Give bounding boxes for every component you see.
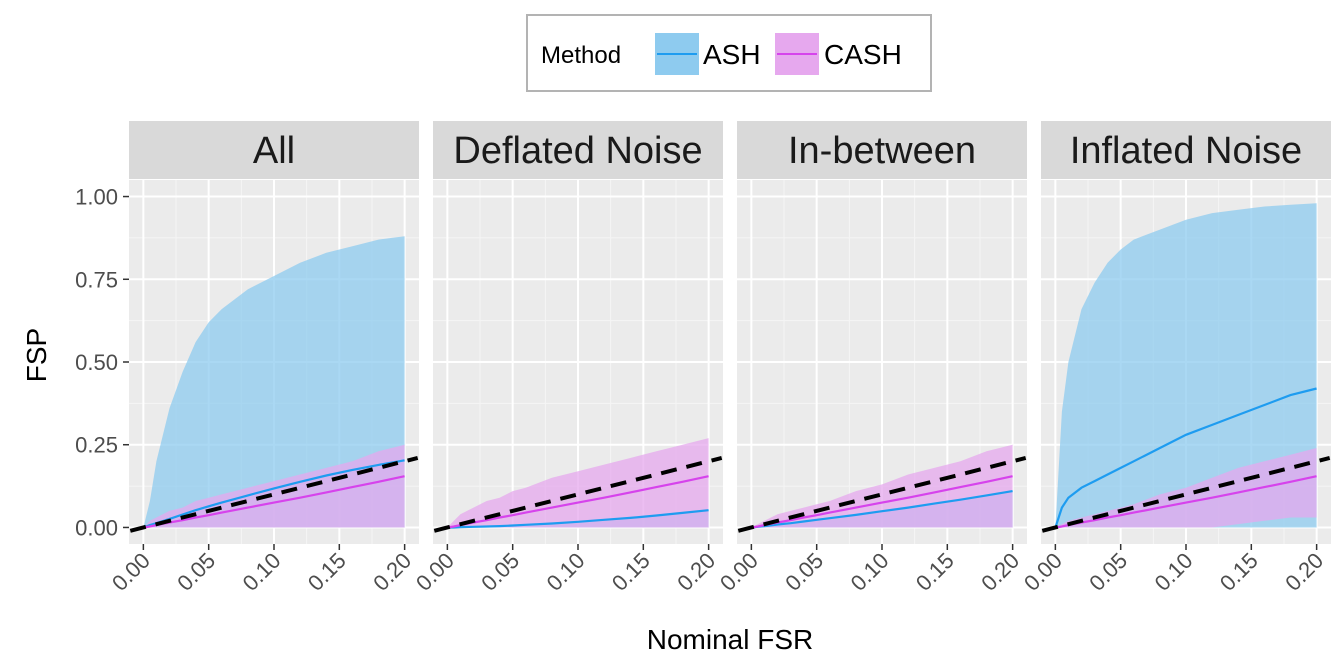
x-tick-label: 0.10 [542,548,590,596]
y-tick-label: 0.00 [75,515,118,540]
line-ash [1054,387,1317,528]
legend-title: Method [541,42,621,69]
x-tick-label: 0.20 [672,548,720,596]
panel-all: All 0.00 0.05 0.10 0.15 0.20 [107,121,419,596]
y-axis-title: FSP [21,328,52,382]
x-tick-label: 0.15 [1215,548,1263,596]
x-tick-label: 0.00 [411,548,459,596]
panel-content [1041,203,1331,533]
legend-label-ash: ASH [703,39,761,70]
x-tick-label: 0.10 [846,548,894,596]
line-ash [751,490,1013,529]
x-tick-label: 0.00 [1019,548,1067,596]
panel-content [129,236,419,533]
facet-strip [1041,121,1331,179]
facet-label: All [253,130,295,172]
x-tick-label: 0.20 [1280,548,1328,596]
facet-strip [433,121,723,179]
ribbon-cash [1055,448,1317,528]
x-tick-label: 0.05 [1084,548,1132,596]
facet-panels: All 0.00 0.05 0.10 0.15 0.20 Deflated Noise 0.0… [107,121,1331,596]
legend-box [526,14,932,92]
panel-content [433,438,723,533]
legend-label-cash: CASH [824,39,902,70]
ribbon-cash [751,444,1013,528]
y-tick-label: 0.50 [75,350,118,375]
line-ash [447,509,709,529]
reference-line [433,456,723,533]
y-axis: 0.00 0.25 0.50 0.75 1.00 [75,185,129,540]
x-tick-label: 0.20 [976,548,1024,596]
facet-strip [737,121,1027,179]
x-tick-label: 0.00 [107,548,155,596]
x-tick-label: 0.10 [238,548,286,596]
x-tick-label: 0.15 [911,548,959,596]
panel-in-between: In-between 0.00 0.05 0.10 0.15 0.20 [715,121,1027,596]
x-tick-label: 0.15 [303,548,351,596]
x-tick-label: 0.05 [172,548,220,596]
legend-key-cash [775,33,819,75]
x-axis-title: Nominal FSR [647,624,813,655]
reference-line [129,456,419,533]
x-tick-label: 0.05 [476,548,524,596]
x-tick-label: 0.10 [1150,548,1198,596]
y-tick-label: 0.75 [75,267,118,292]
x-tick-label: 0.20 [368,548,416,596]
reference-line [1041,456,1331,533]
y-tick-label: 1.00 [75,185,118,210]
panel-content [737,444,1027,533]
x-tick-label: 0.05 [780,548,828,596]
x-tick-label: 0.00 [715,548,763,596]
facet-label: Deflated Noise [453,130,702,172]
facet-label: Inflated Noise [1070,130,1302,172]
facet-label: In-between [788,130,976,172]
ribbon-ash [1055,203,1317,528]
legend-key-ash [655,33,699,75]
y-tick-label: 0.25 [75,433,118,458]
legend: Method ASH CASH [526,14,932,92]
panel-deflated-noise: Deflated Noise 0.00 0.05 0.10 0.15 0.20 [411,121,723,596]
panel-inflated-noise: Inflated Noise 0.00 0.05 0.10 0.15 0.20 [1019,121,1331,596]
facet-strip [129,121,419,179]
x-tick-label: 0.15 [607,548,655,596]
ribbon-cash [447,438,709,528]
ribbon-ash [143,236,405,528]
reference-line [737,456,1027,533]
